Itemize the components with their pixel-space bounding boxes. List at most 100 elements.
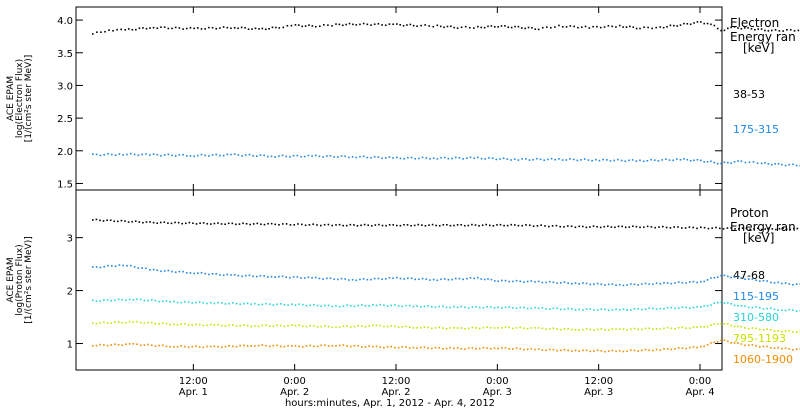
data-point	[440, 156, 442, 159]
data-point	[651, 27, 653, 30]
data-point	[622, 350, 625, 353]
data-point	[120, 219, 123, 222]
data-point	[233, 274, 236, 276]
data-point	[668, 159, 671, 161]
data-point	[520, 27, 523, 29]
data-point	[603, 225, 606, 228]
data-point	[114, 154, 117, 156]
data-point	[362, 22, 365, 25]
data-point	[265, 324, 267, 327]
data-point	[666, 326, 669, 329]
data-point	[141, 267, 144, 269]
data-point	[689, 23, 692, 26]
data-point	[485, 223, 488, 226]
data-point	[235, 302, 238, 305]
data-point	[773, 308, 776, 311]
data-point	[499, 223, 502, 226]
data-point	[488, 224, 491, 227]
data-point	[526, 307, 529, 310]
data-point	[548, 308, 551, 310]
data-point	[580, 26, 583, 29]
data-point	[137, 267, 140, 269]
data-point	[335, 23, 337, 25]
data-point	[782, 30, 784, 32]
data-point	[483, 26, 486, 29]
y-axis-label-line: ACE EPAM	[6, 257, 16, 302]
data-point	[401, 305, 404, 308]
data-point	[453, 224, 455, 227]
data-point	[211, 154, 214, 156]
data-point	[685, 282, 687, 284]
data-point	[149, 154, 151, 156]
data-point	[593, 309, 595, 311]
data-point	[349, 345, 352, 348]
data-point	[375, 345, 378, 348]
data-point	[353, 305, 356, 308]
data-point	[685, 347, 687, 350]
data-point	[197, 27, 199, 29]
data-point	[141, 153, 144, 156]
data-point	[478, 225, 480, 227]
data-point	[528, 159, 531, 161]
data-point	[756, 162, 759, 165]
data-point	[325, 155, 328, 157]
data-point	[232, 345, 234, 348]
data-point	[272, 344, 275, 347]
data-point	[782, 227, 784, 230]
data-point	[467, 224, 470, 227]
data-point	[493, 307, 496, 309]
data-point	[254, 302, 256, 305]
data-point	[449, 224, 452, 227]
data-point	[646, 159, 649, 162]
x-tick-label-date: Apr. 3	[483, 387, 512, 398]
data-point	[454, 156, 457, 159]
data-point	[606, 159, 608, 161]
data-point	[567, 307, 569, 310]
series-175-315	[92, 152, 800, 167]
y-tick-label: 1.5	[57, 179, 73, 190]
data-point	[374, 224, 377, 226]
data-point	[519, 326, 522, 329]
data-point	[222, 274, 225, 277]
data-point	[373, 156, 376, 158]
data-point	[447, 278, 450, 281]
data-point	[250, 325, 253, 328]
data-point	[558, 158, 560, 160]
panel-2: 1 2 3 ACE EPAMlog(Proton Flux)[1/(cm²s ster…	[6, 189, 800, 371]
data-point	[716, 162, 719, 165]
data-point	[329, 154, 332, 157]
data-point	[641, 308, 643, 311]
data-point	[206, 222, 209, 225]
data-point	[585, 349, 588, 352]
data-point	[431, 347, 433, 350]
data-point	[427, 326, 429, 329]
data-point	[571, 282, 573, 285]
data-point	[235, 223, 237, 226]
data-point	[176, 324, 179, 326]
data-point	[160, 270, 162, 273]
data-point	[327, 223, 330, 226]
data-point	[386, 325, 389, 328]
data-point	[592, 225, 595, 227]
data-point	[388, 277, 391, 279]
data-point	[414, 278, 417, 281]
data-point	[508, 326, 510, 329]
data-point	[655, 328, 658, 330]
data-point	[757, 227, 759, 230]
data-point	[710, 160, 712, 163]
data-point	[534, 327, 536, 329]
data-point	[353, 344, 356, 347]
data-point	[114, 299, 116, 302]
data-point	[482, 346, 485, 349]
data-point	[121, 298, 124, 301]
data-point	[368, 305, 370, 307]
data-point	[150, 344, 153, 347]
data-point	[676, 25, 678, 27]
data-point	[304, 25, 307, 27]
x-tick-label-date: Apr. 4	[685, 387, 714, 398]
data-point	[187, 301, 190, 303]
data-point	[559, 225, 562, 228]
data-point	[111, 265, 113, 267]
data-point	[614, 226, 616, 229]
data-point	[130, 264, 132, 267]
